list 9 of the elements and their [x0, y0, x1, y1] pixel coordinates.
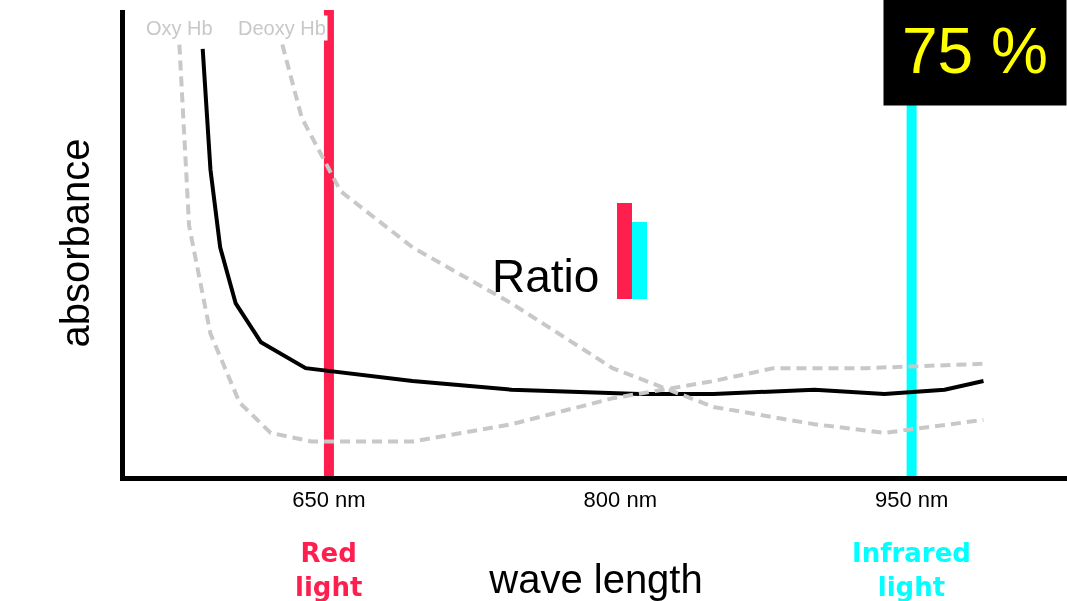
annotation: 75 % — [902, 15, 1048, 87]
ref-line-label: Infrared light — [852, 538, 971, 601]
y-axis-title: absorbance — [52, 138, 97, 348]
x-axis-title: wave length — [488, 557, 703, 601]
x-tick-label: 800 nm — [583, 487, 657, 513]
x-tick-label: 650 nm — [292, 487, 366, 513]
annotation: Ratio — [492, 250, 600, 302]
x-tick-label: 950 nm — [874, 487, 949, 513]
ref-line-label: Red light — [295, 538, 363, 601]
